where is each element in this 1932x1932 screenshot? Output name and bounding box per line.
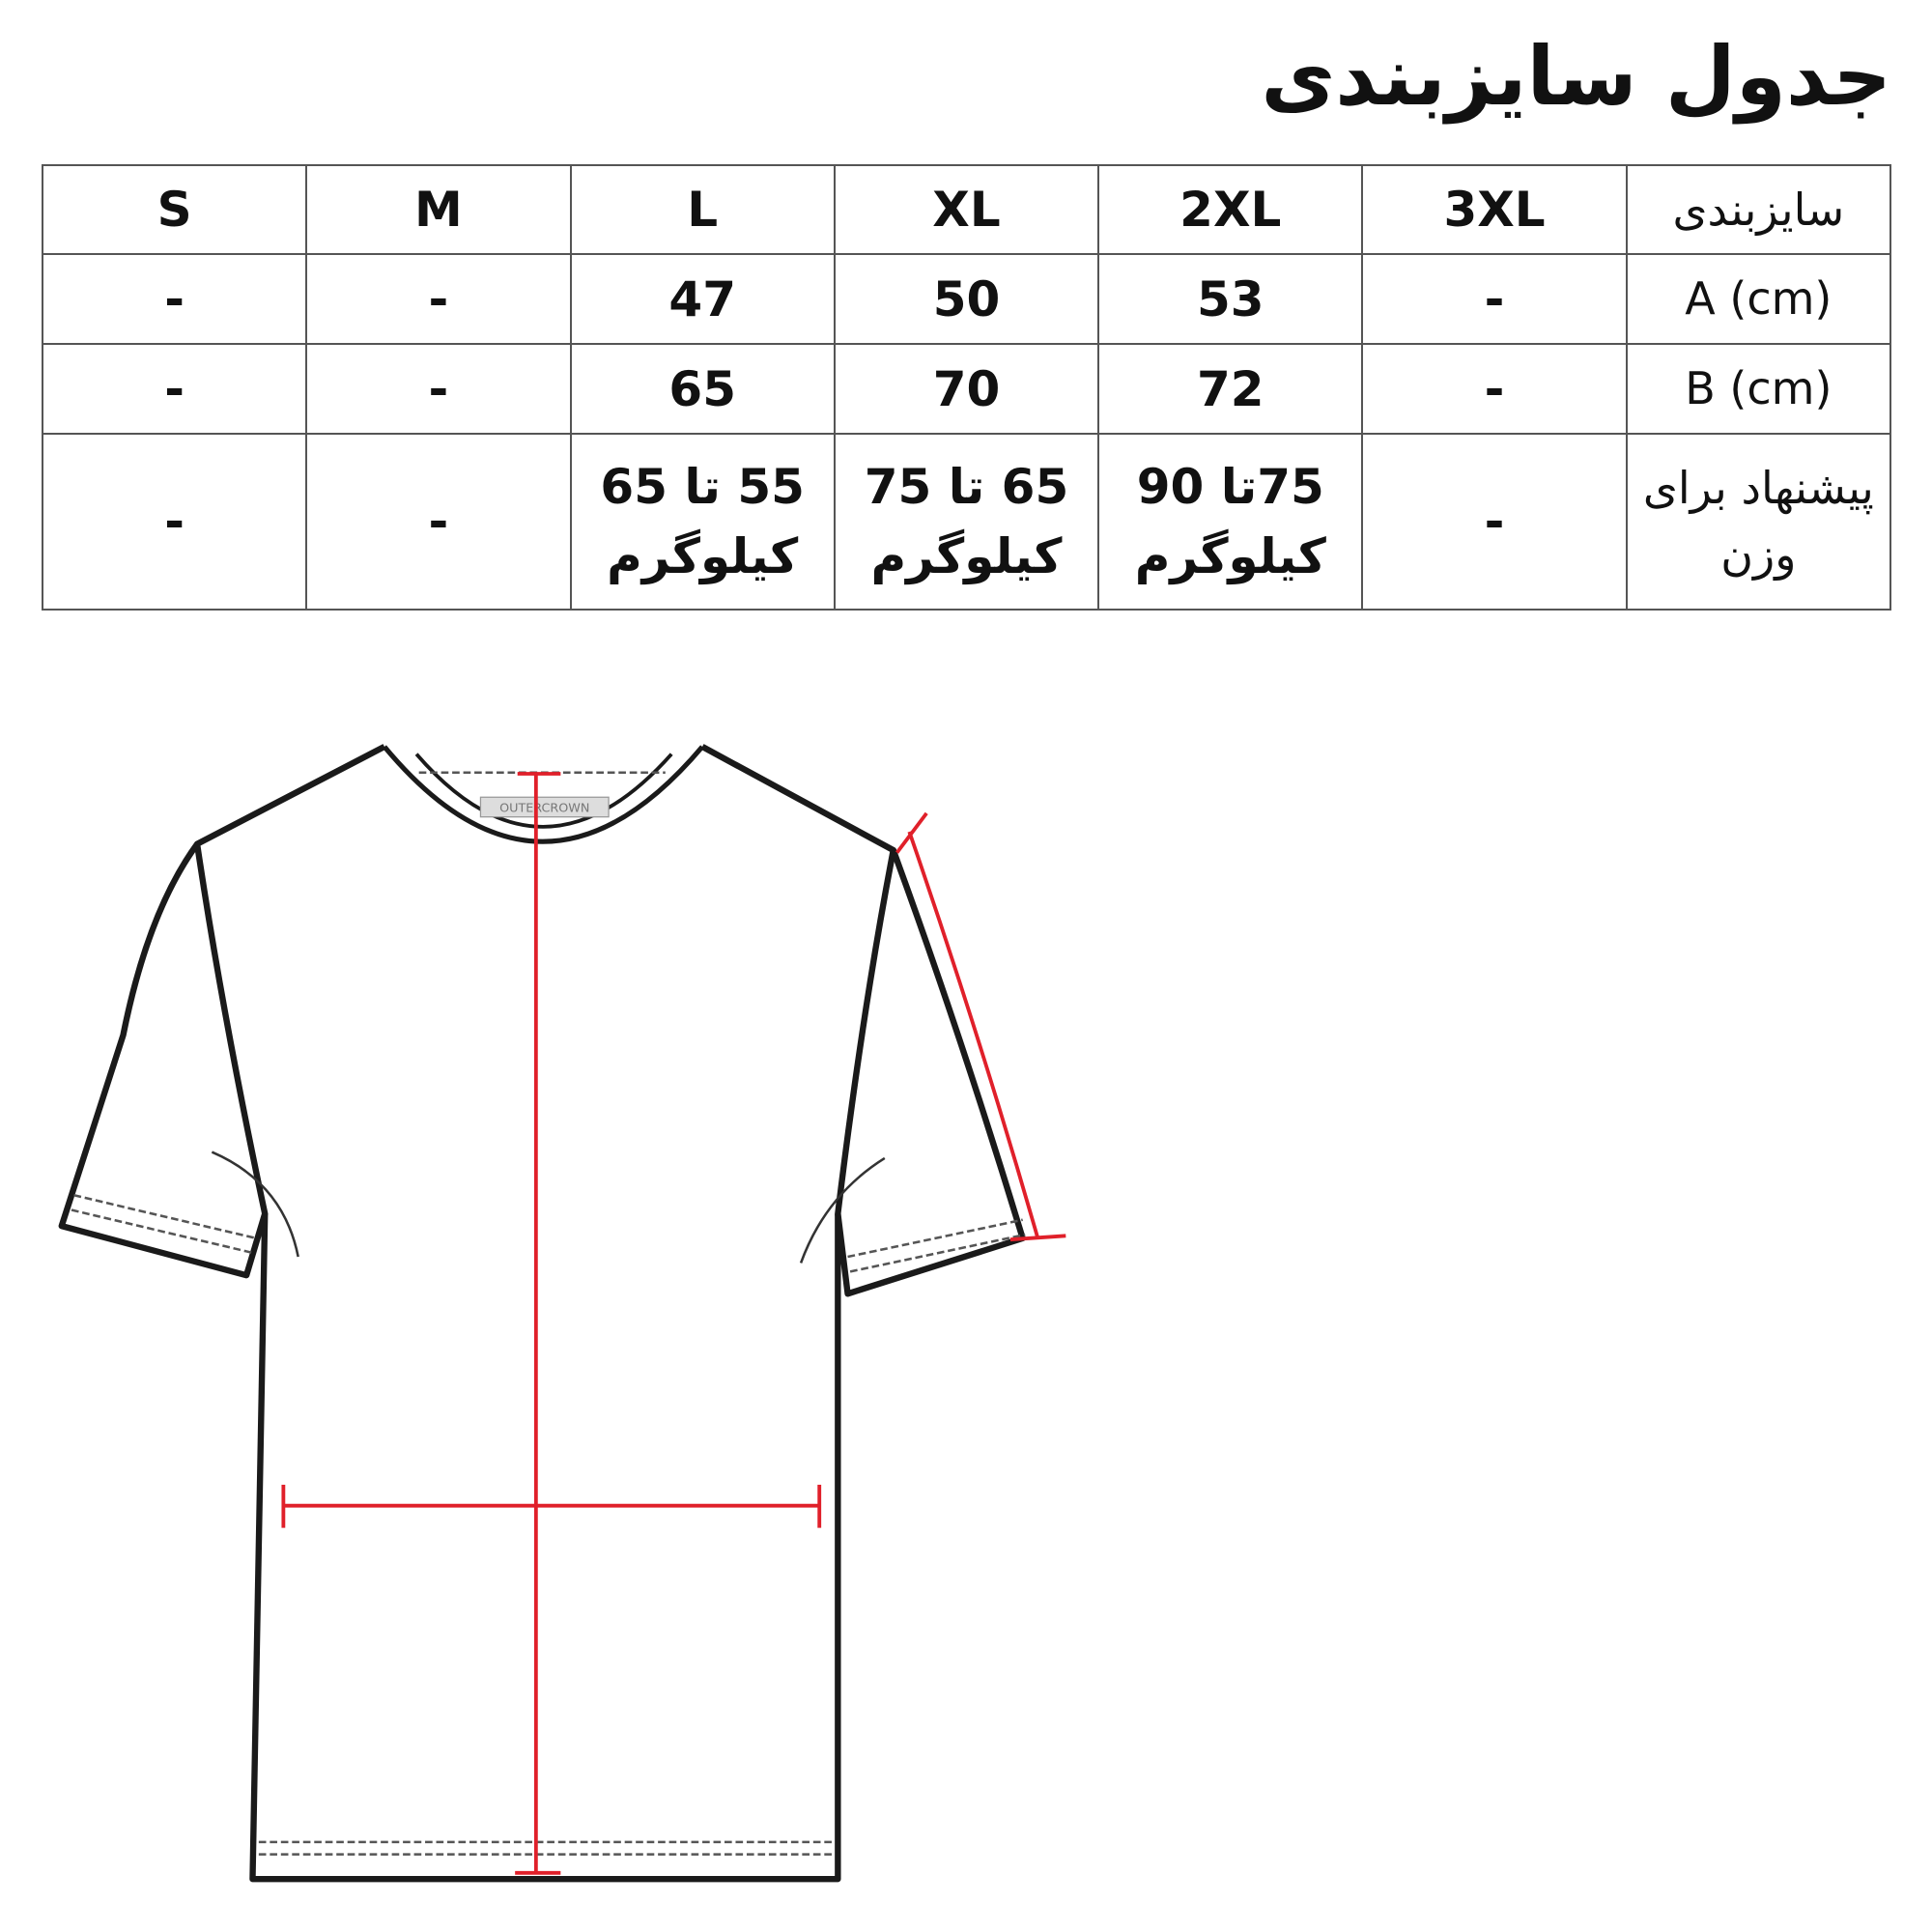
stitching <box>71 771 1026 1856</box>
cell: - <box>41 433 308 611</box>
cell: 75تا 90 کیلوگرم <box>1097 433 1364 611</box>
cell: - <box>1361 253 1628 345</box>
fold-line <box>211 1151 299 1258</box>
tshirt-outline <box>58 744 1026 1883</box>
size-s: S <box>41 164 308 255</box>
cell: - <box>305 253 572 345</box>
cell: 70 <box>833 343 1100 435</box>
row-label: A (cm) <box>1625 253 1892 345</box>
page-title: جدول سایزبندی <box>1261 29 1892 124</box>
cell: 50 <box>833 253 1100 345</box>
cell: 53 <box>1097 253 1364 345</box>
cell: 65 <box>569 343 836 435</box>
size-table: S M L XL 2XL 3XL سایزبندی - - 47 50 53 -… <box>41 164 1892 611</box>
size-l: L <box>569 164 836 255</box>
measurement-lines <box>281 772 1066 1875</box>
size-m: M <box>305 164 572 255</box>
cell: - <box>41 343 308 435</box>
row-label: B (cm) <box>1625 343 1892 435</box>
fold-line <box>799 1156 886 1264</box>
cell: 47 <box>569 253 836 345</box>
row-label: پیشنهاد برای وزن <box>1625 433 1892 611</box>
size-3xl: 3XL <box>1361 164 1628 255</box>
sleeve-measure-line <box>907 831 1039 1238</box>
cell: - <box>305 343 572 435</box>
cell: 72 <box>1097 343 1364 435</box>
table-row: - - 55 تا 65 کیلوگرم 65 تا 75 کیلوگرم 75… <box>41 433 1892 611</box>
neck-label-text: OUTERCROWN <box>499 802 589 816</box>
table-row: - - 65 70 72 - B (cm) <box>41 343 1892 435</box>
header-label: سایزبندی <box>1625 164 1892 255</box>
size-2xl: 2XL <box>1097 164 1364 255</box>
cell: 55 تا 65 کیلوگرم <box>569 433 836 611</box>
table-row: - - 47 50 53 - A (cm) <box>41 253 1892 345</box>
size-xl: XL <box>833 164 1100 255</box>
cell: - <box>305 433 572 611</box>
neck-label <box>479 796 610 818</box>
cell: - <box>1361 343 1628 435</box>
table-header-row: S M L XL 2XL 3XL سایزبندی <box>41 164 1892 255</box>
cell: - <box>1361 433 1628 611</box>
cell: 65 تا 75 کیلوگرم <box>833 433 1100 611</box>
cell: - <box>41 253 308 345</box>
